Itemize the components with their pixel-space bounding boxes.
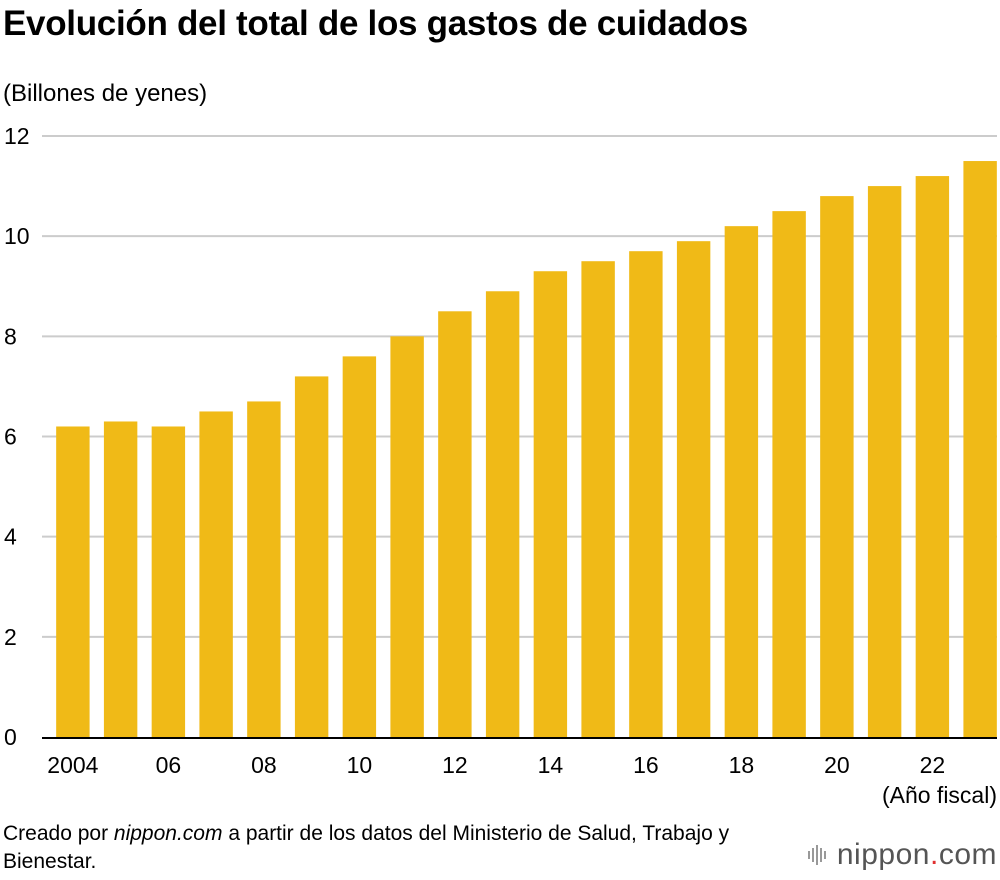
bar-2016 bbox=[629, 251, 663, 738]
bar-2008 bbox=[247, 401, 281, 737]
logo-mark-icon bbox=[807, 845, 826, 865]
chart-title: Evolución del total de los gastos de cui… bbox=[3, 4, 748, 43]
bar-2018 bbox=[724, 226, 759, 737]
bar-2014 bbox=[533, 271, 568, 737]
source-site: nippon.com bbox=[113, 822, 223, 845]
x-tick-label: 2004 bbox=[47, 752, 98, 778]
y-tick-labels: 0 2 4 6 8 10 12 bbox=[4, 123, 30, 750]
y-tick-label: 0 bbox=[4, 724, 17, 750]
bar-2020 bbox=[820, 196, 854, 738]
bar-2012 bbox=[438, 311, 472, 737]
logo-dot: . bbox=[929, 838, 939, 871]
x-tick-label: 20 bbox=[824, 752, 850, 778]
x-tick-label: 22 bbox=[920, 752, 946, 778]
bar-2006 bbox=[151, 426, 186, 737]
bar-2010 bbox=[342, 356, 377, 737]
logo-text: nippon.com bbox=[837, 838, 997, 872]
bar-2021 bbox=[867, 186, 902, 738]
y-axis-unit-label: (Billones de yenes) bbox=[3, 80, 208, 107]
x-tick-label: 06 bbox=[156, 752, 182, 778]
x-tick-label: 16 bbox=[633, 752, 659, 778]
logo-text-right: com bbox=[938, 838, 997, 871]
x-tick-label: 10 bbox=[347, 752, 373, 778]
x-tick-labels: 2004 06 08 10 12 14 16 18 20 22 bbox=[47, 752, 945, 778]
source-suffix: a partir de los datos del Ministerio de … bbox=[3, 822, 730, 873]
logo-text-left: nippon bbox=[836, 838, 930, 871]
bar-2004 bbox=[56, 426, 90, 737]
x-tick-label: 14 bbox=[538, 752, 564, 778]
x-axis-label: (Año fiscal) bbox=[881, 782, 997, 808]
y-tick-label: 12 bbox=[4, 123, 30, 149]
bar-2023 bbox=[963, 161, 997, 737]
bars bbox=[42, 161, 997, 739]
bar-2022 bbox=[915, 176, 950, 738]
y-tick-label: 6 bbox=[4, 424, 17, 450]
bar-2017 bbox=[676, 241, 711, 738]
y-tick-label: 8 bbox=[4, 323, 17, 349]
x-tick-label: 18 bbox=[729, 752, 755, 778]
nippon-logo: nippon.com bbox=[807, 838, 997, 872]
gridlines bbox=[42, 135, 997, 638]
x-tick-label: 08 bbox=[251, 752, 277, 778]
bar-2009 bbox=[294, 376, 329, 737]
bar-2015 bbox=[581, 261, 615, 737]
source-note: Creado por nippon.com a partir de los da… bbox=[3, 820, 773, 876]
bar-2005 bbox=[103, 421, 138, 737]
y-tick-label: 2 bbox=[4, 624, 17, 650]
bar-2019 bbox=[772, 211, 806, 737]
x-tick-label: 12 bbox=[442, 752, 468, 778]
bar-2011 bbox=[390, 336, 424, 737]
source-prefix: Creado por bbox=[3, 822, 114, 845]
bar-2013 bbox=[485, 291, 520, 737]
y-tick-label: 10 bbox=[4, 223, 30, 249]
bar-2007 bbox=[199, 411, 233, 737]
y-tick-label: 4 bbox=[4, 524, 17, 550]
